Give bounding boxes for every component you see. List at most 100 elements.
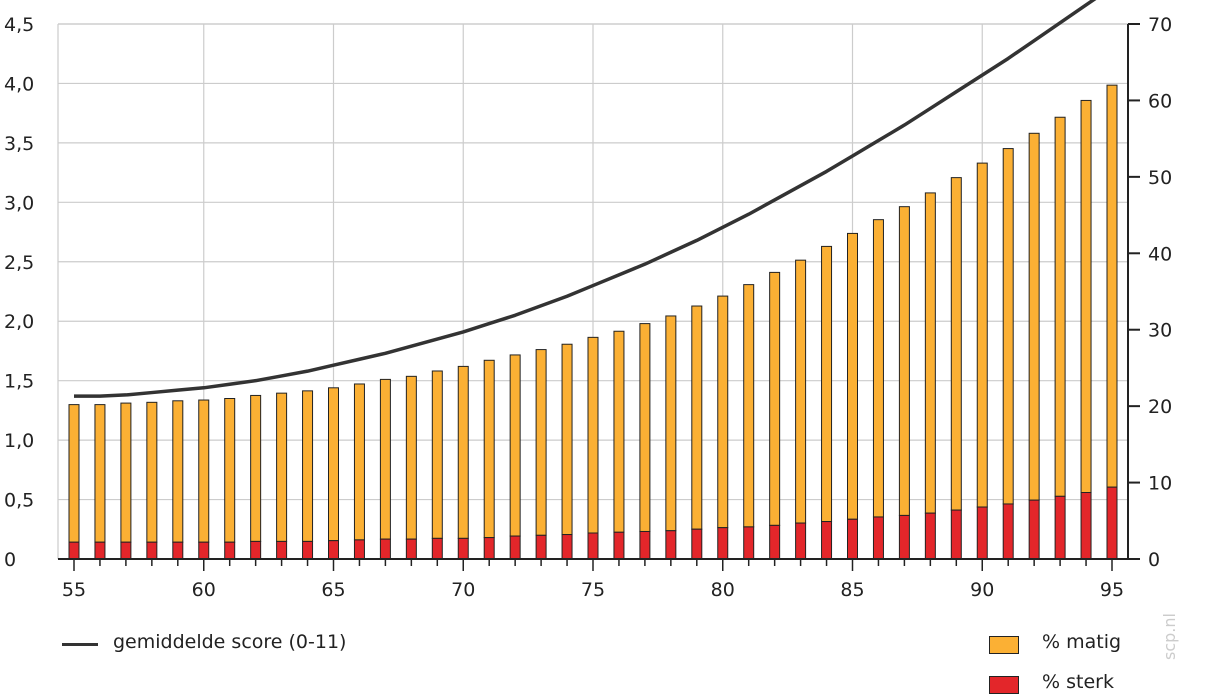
legend-matig-label: % matig bbox=[1042, 631, 1122, 653]
bar-matig bbox=[276, 392, 288, 542]
bar-sterk bbox=[535, 534, 547, 560]
bar-matig bbox=[561, 343, 573, 536]
y-right-tick-label: 50 bbox=[1148, 167, 1172, 189]
y-right-tick-label: 30 bbox=[1148, 320, 1172, 342]
y-left-tick-label: 0 bbox=[4, 549, 16, 571]
bar-matig bbox=[535, 349, 547, 536]
bar-sterk bbox=[224, 541, 236, 560]
bar-matig bbox=[924, 192, 936, 514]
legend-sterk-label: % sterk bbox=[1042, 671, 1114, 693]
bar-sterk bbox=[743, 526, 755, 560]
bar-matig bbox=[379, 378, 391, 540]
x-tick-label: 75 bbox=[581, 579, 605, 601]
bar-sterk bbox=[587, 532, 599, 560]
bar-sterk bbox=[431, 537, 443, 560]
x-tick-label: 70 bbox=[451, 579, 475, 601]
bar-matig bbox=[976, 162, 988, 508]
bar-matig bbox=[405, 375, 417, 540]
x-tick-label: 85 bbox=[840, 579, 864, 601]
x-tick-label: 80 bbox=[711, 579, 735, 601]
bar-matig bbox=[717, 295, 729, 529]
bar-matig bbox=[769, 271, 781, 526]
bar-sterk bbox=[976, 506, 988, 560]
y-left-tick-label: 4,5 bbox=[4, 14, 34, 36]
bar-matig bbox=[431, 370, 443, 539]
bar-sterk bbox=[328, 540, 339, 560]
x-tick-label: 90 bbox=[970, 579, 994, 601]
chart: 0 0,5 1,0 1,5 2,0 2,5 3,0 3,5 4,0 4,5 55 60 65 70 75 80… bbox=[4, 0, 1172, 601]
bar-sterk bbox=[665, 530, 677, 560]
bar-sterk bbox=[769, 524, 781, 560]
bar-matig bbox=[224, 398, 236, 543]
bar-matig bbox=[691, 305, 703, 530]
bar-matig bbox=[665, 315, 677, 532]
bar-sterk bbox=[146, 541, 158, 560]
bar-matig bbox=[950, 177, 962, 511]
x-tick-label: 55 bbox=[62, 579, 86, 601]
bar-sterk bbox=[172, 541, 184, 560]
bar-matig bbox=[795, 259, 807, 524]
bar-matig bbox=[198, 399, 210, 543]
y-right-tick-label: 0 bbox=[1148, 549, 1160, 571]
x-tick-label: 95 bbox=[1100, 579, 1124, 601]
bar-matig bbox=[68, 404, 80, 543]
y-left-tick-label: 1,5 bbox=[4, 371, 34, 393]
bar-sterk bbox=[276, 540, 288, 560]
bar-sterk bbox=[405, 538, 417, 560]
bar-sterk bbox=[120, 541, 132, 560]
bar-sterk bbox=[379, 538, 391, 560]
bar-sterk bbox=[68, 541, 80, 560]
y-right-tick-label: 10 bbox=[1148, 473, 1172, 495]
bar-matig bbox=[172, 400, 184, 543]
y-left-tick-label: 3,0 bbox=[4, 192, 34, 214]
y-left-tick-label: 0,5 bbox=[4, 490, 34, 512]
bar-sterk bbox=[250, 540, 262, 560]
bar-matig bbox=[328, 387, 339, 542]
bar-matig bbox=[639, 323, 651, 532]
y-right-tick-label: 40 bbox=[1148, 243, 1172, 265]
y-left-tick-label: 3,5 bbox=[4, 133, 34, 155]
legend-matig-swatch bbox=[989, 636, 1019, 654]
bar-matig bbox=[1028, 132, 1040, 501]
y-left-tick-label: 1,0 bbox=[4, 430, 34, 452]
score-line-path bbox=[74, 0, 1097, 398]
bar-matig bbox=[872, 219, 884, 518]
bar-sterk bbox=[847, 518, 858, 560]
legend-line-swatch bbox=[62, 643, 98, 646]
legend-line-label: gemiddelde score (0-11) bbox=[113, 631, 347, 653]
bar-sterk bbox=[821, 521, 833, 560]
bar-sterk bbox=[924, 512, 936, 560]
bar-sterk bbox=[94, 541, 106, 560]
bar-matig bbox=[353, 383, 365, 541]
bar-sterk bbox=[898, 514, 910, 560]
bar-matig bbox=[821, 245, 833, 523]
y-right-tick-label: 60 bbox=[1148, 90, 1172, 112]
bar-matig bbox=[146, 401, 158, 543]
bar-matig bbox=[457, 365, 469, 539]
bar-matig bbox=[587, 336, 599, 534]
bar-sterk bbox=[1002, 503, 1014, 560]
bar-matig bbox=[1080, 99, 1092, 494]
bar-matig bbox=[120, 402, 132, 543]
bar-sterk bbox=[872, 516, 884, 560]
bar-matig bbox=[302, 390, 314, 542]
bar-sterk bbox=[483, 537, 495, 560]
bar-sterk bbox=[1054, 495, 1066, 560]
x-tick-label: 65 bbox=[321, 579, 345, 601]
y-left-tick-label: 2,5 bbox=[4, 252, 34, 274]
bar-sterk bbox=[353, 539, 365, 560]
bar-sterk bbox=[691, 528, 703, 560]
bar-sterk bbox=[1106, 486, 1118, 560]
bar-sterk bbox=[950, 509, 962, 560]
bar-sterk bbox=[561, 534, 573, 560]
score-line bbox=[74, 0, 1097, 398]
watermark: scp.nl bbox=[1160, 613, 1179, 660]
bar-matig bbox=[1054, 116, 1066, 497]
bar-matig bbox=[847, 232, 858, 520]
bar-sterk bbox=[795, 522, 807, 560]
y-right-tick-label: 20 bbox=[1148, 396, 1172, 418]
bar-sterk bbox=[457, 537, 469, 560]
bar-sterk bbox=[198, 541, 210, 560]
bar-matig bbox=[743, 284, 755, 528]
bar-sterk bbox=[613, 531, 625, 560]
